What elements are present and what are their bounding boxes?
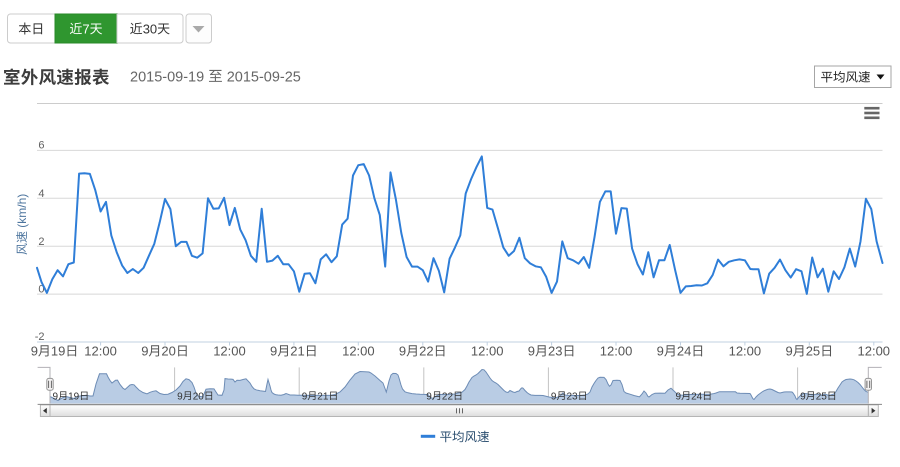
svg-text:9: 9	[676, 391, 682, 402]
svg-text:2015-09-25: 2015-09-25	[227, 69, 301, 85]
svg-text:2: 2	[38, 236, 44, 248]
svg-text:25: 25	[806, 344, 820, 359]
svg-text:9: 9	[657, 344, 664, 359]
svg-text:9: 9	[551, 391, 557, 402]
svg-text:24: 24	[691, 391, 703, 402]
svg-text:9: 9	[528, 344, 535, 359]
svg-text:12:00: 12:00	[471, 344, 504, 359]
svg-text:4: 4	[38, 188, 44, 200]
svg-text:22: 22	[442, 391, 454, 402]
svg-text:21: 21	[317, 391, 329, 402]
svg-text:20: 20	[161, 344, 175, 359]
svg-text:21: 21	[290, 344, 304, 359]
svg-text:12:00: 12:00	[600, 344, 633, 359]
svg-text:19: 19	[51, 344, 65, 359]
svg-text:19: 19	[68, 391, 80, 402]
svg-text:9: 9	[53, 391, 59, 402]
svg-text:9: 9	[141, 344, 148, 359]
svg-text:9: 9	[302, 391, 308, 402]
svg-text:9: 9	[177, 391, 183, 402]
svg-text:25: 25	[816, 391, 828, 402]
svg-text:22: 22	[419, 344, 433, 359]
svg-text:24: 24	[677, 344, 691, 359]
svg-text:6: 6	[38, 140, 44, 152]
svg-text:23: 23	[548, 344, 562, 359]
svg-text:2015-09-19: 2015-09-19	[130, 69, 204, 85]
svg-text:20: 20	[193, 391, 205, 402]
svg-text:0: 0	[38, 284, 44, 296]
svg-text:12:00: 12:00	[729, 344, 762, 359]
svg-text:12:00: 12:00	[342, 344, 375, 359]
svg-text:-2: -2	[35, 331, 45, 343]
svg-text:9: 9	[399, 344, 406, 359]
svg-text:23: 23	[567, 391, 579, 402]
svg-text:9: 9	[786, 344, 793, 359]
svg-text:(km/h): (km/h)	[15, 194, 29, 228]
svg-text:30: 30	[143, 21, 157, 36]
svg-text:9: 9	[270, 344, 277, 359]
svg-text:9: 9	[426, 391, 432, 402]
svg-text:12:00: 12:00	[213, 344, 246, 359]
svg-text:9: 9	[31, 344, 38, 359]
svg-text:12:00: 12:00	[84, 344, 117, 359]
svg-text:9: 9	[800, 391, 806, 402]
svg-text:7: 7	[82, 21, 89, 36]
svg-text:12:00: 12:00	[858, 344, 891, 359]
